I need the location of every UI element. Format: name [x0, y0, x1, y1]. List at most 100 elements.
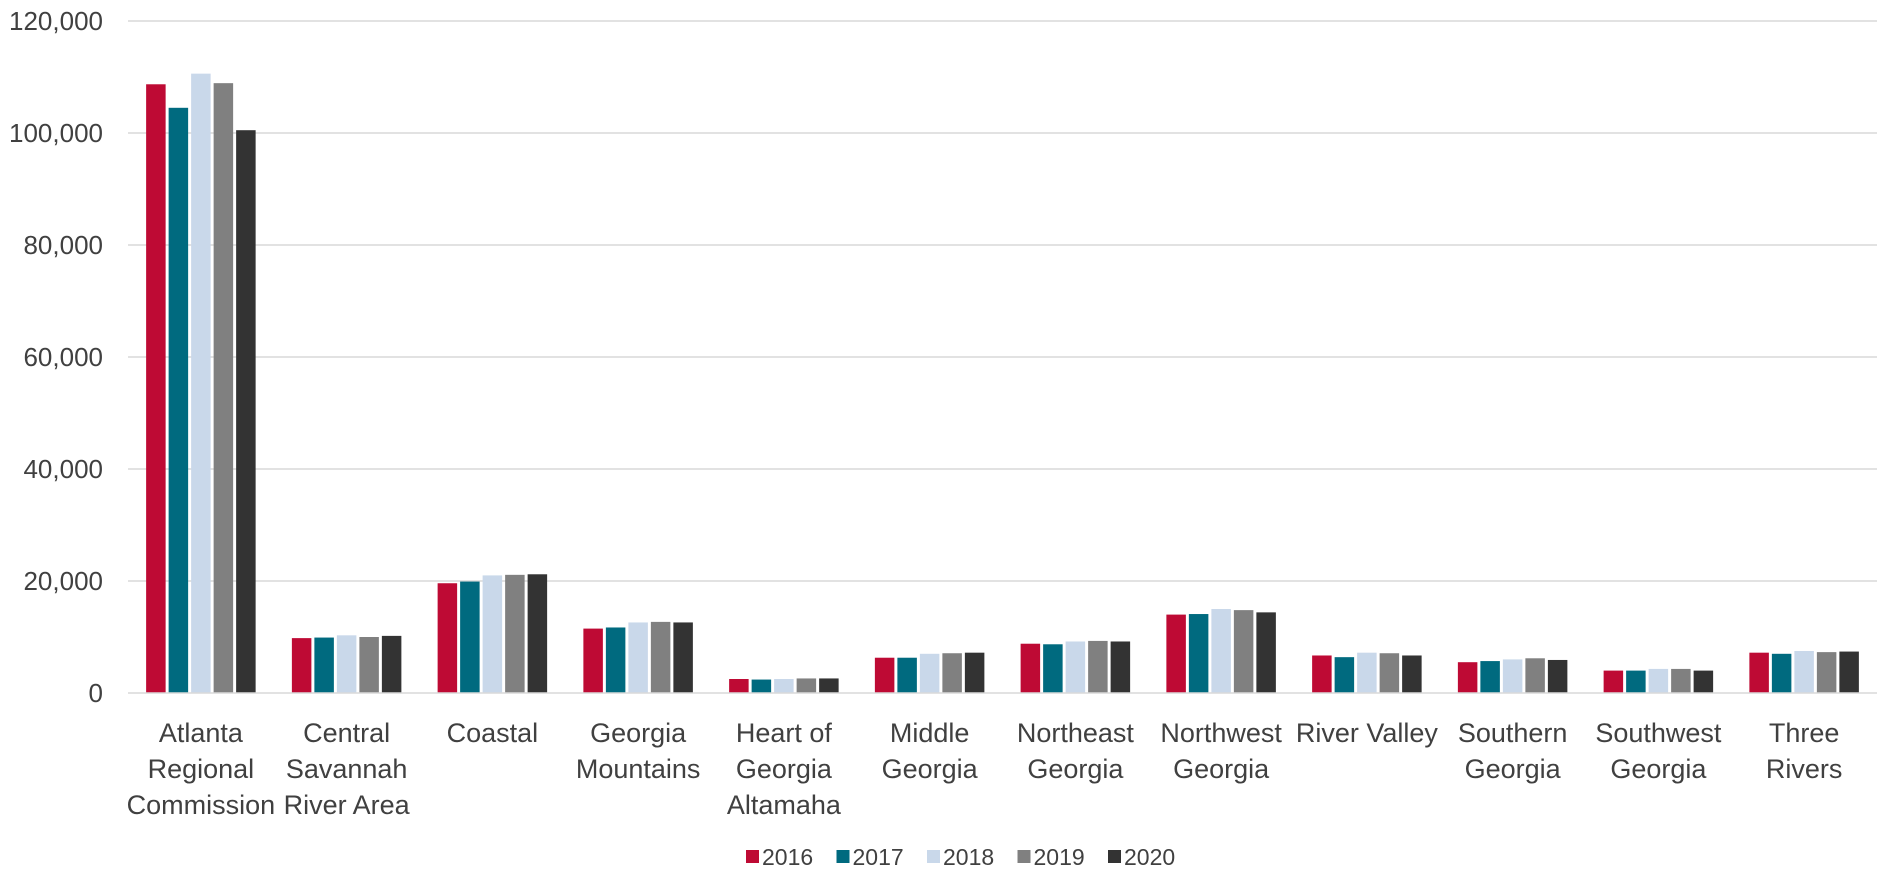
x-category-label: Georgia Mountains	[576, 718, 701, 784]
x-category-label: Three Rivers	[1766, 718, 1843, 784]
bar-2018	[1648, 668, 1669, 693]
bar-2016	[1020, 643, 1041, 693]
y-tick-label: 100,000	[9, 118, 103, 148]
bar-2017	[1480, 661, 1500, 693]
bar-2016	[291, 638, 312, 693]
bar-2017	[1043, 644, 1063, 693]
bars	[146, 73, 1859, 694]
y-tick-label: 20,000	[23, 566, 103, 596]
bar-2017	[460, 581, 480, 693]
legend-swatch	[836, 850, 850, 863]
bar-2017	[1188, 614, 1209, 693]
bar-2017	[605, 627, 626, 693]
bar-2017	[1771, 653, 1792, 693]
bar-2018	[1211, 609, 1231, 693]
bar-2020	[964, 652, 985, 693]
bar-2016	[729, 679, 749, 693]
bar-group	[1166, 609, 1276, 693]
bar-2017	[1334, 657, 1355, 693]
bar-2016	[583, 628, 603, 693]
bar-group	[729, 678, 839, 693]
bar-2018	[919, 653, 940, 693]
y-tick-label: 120,000	[9, 6, 103, 36]
bar-group	[1312, 652, 1422, 693]
x-category-label: Middle Georgia	[882, 718, 979, 784]
bar-group	[1457, 658, 1568, 693]
bar-2016	[437, 583, 458, 693]
bar-2018	[1794, 651, 1814, 693]
bar-2016	[146, 84, 166, 693]
bar-2020	[1256, 612, 1276, 693]
bar-2016	[1312, 655, 1332, 693]
legend: 2016 2017 2018 2019 2020	[746, 844, 1175, 870]
bar-2020	[673, 622, 693, 693]
bar-group	[146, 73, 256, 694]
bar-2017	[1626, 670, 1646, 693]
bar-group	[437, 574, 548, 693]
bar-2019	[1233, 610, 1254, 693]
bar-2018	[774, 679, 794, 693]
bar-2019	[505, 574, 525, 693]
bar-2016	[1603, 670, 1624, 693]
bar-2017	[897, 657, 917, 693]
bar-2018	[336, 635, 357, 693]
bar-2017	[168, 107, 189, 694]
legend-item-2018: 2018	[927, 844, 994, 870]
legend-swatch	[927, 850, 940, 863]
y-tick-label: 40,000	[23, 454, 103, 484]
legend-item-2017: 2017	[836, 844, 904, 870]
legend-swatch	[1108, 850, 1121, 863]
legend-label: 2016	[762, 844, 813, 870]
bar-2019	[1671, 668, 1691, 693]
bar-2019	[796, 678, 817, 693]
bar-2016	[1749, 652, 1769, 693]
legend-item-2019: 2019	[1017, 844, 1085, 870]
bar-group	[1749, 651, 1859, 693]
bar-2017	[314, 637, 334, 693]
bar-2019	[1379, 653, 1400, 693]
bar-2019	[1816, 652, 1837, 693]
bar-2020	[236, 130, 256, 693]
bar-2018	[1502, 659, 1523, 693]
bar-2017	[751, 679, 772, 693]
y-tick-label: 80,000	[23, 230, 103, 260]
bar-2016	[874, 657, 895, 693]
bar-2020	[527, 574, 548, 693]
bar-2019	[650, 621, 671, 693]
legend-label: 2017	[853, 844, 904, 870]
legend-label: 2019	[1034, 844, 1085, 870]
legend-label: 2018	[943, 844, 994, 870]
legend-item-2016: 2016	[746, 844, 813, 870]
bar-2018	[1357, 652, 1377, 693]
x-category-label: Northeast Georgia	[1017, 718, 1135, 784]
x-category-label: Central Savannah River Area	[284, 718, 411, 820]
y-axis-tick-labels: 0 20,000 40,000 60,000 80,000 100,000 120,000	[9, 6, 103, 708]
bar-2020	[1110, 641, 1131, 693]
bar-group	[291, 635, 402, 693]
x-category-label: Coastal	[447, 718, 539, 748]
legend-swatch	[746, 850, 759, 863]
bar-2018	[1065, 641, 1086, 693]
x-category-label: Southern Georgia	[1458, 718, 1568, 784]
bar-group	[1603, 668, 1714, 693]
legend-label: 2020	[1124, 844, 1175, 870]
bar-2020	[1693, 670, 1714, 693]
bar-group	[583, 621, 693, 693]
x-category-label: Southwest Georgia	[1595, 718, 1722, 784]
bar-2020	[1839, 651, 1859, 693]
bar-2020	[1402, 655, 1422, 693]
bar-2018	[191, 73, 211, 693]
bar-2019	[1088, 640, 1108, 693]
y-tick-label: 60,000	[23, 342, 103, 372]
bar-2019	[1525, 658, 1545, 693]
bar-2018	[628, 622, 648, 693]
x-category-label: River Valley	[1296, 718, 1439, 748]
bar-2019	[213, 83, 234, 693]
legend-item-2020: 2020	[1108, 844, 1175, 870]
legend-swatch	[1017, 850, 1031, 863]
bar-2020	[381, 635, 402, 693]
x-category-label: Northwest Georgia	[1160, 718, 1282, 784]
bar-group	[874, 652, 985, 693]
